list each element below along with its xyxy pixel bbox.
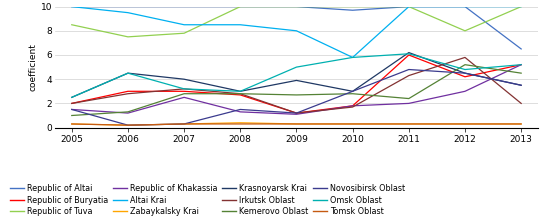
Legend: Republic of Altai, Republic of Buryatia, Republic of Tuva, Republic of Khakassia: Republic of Altai, Republic of Buryatia,… [9,184,406,216]
Y-axis label: coefficient: coefficient [29,43,38,91]
